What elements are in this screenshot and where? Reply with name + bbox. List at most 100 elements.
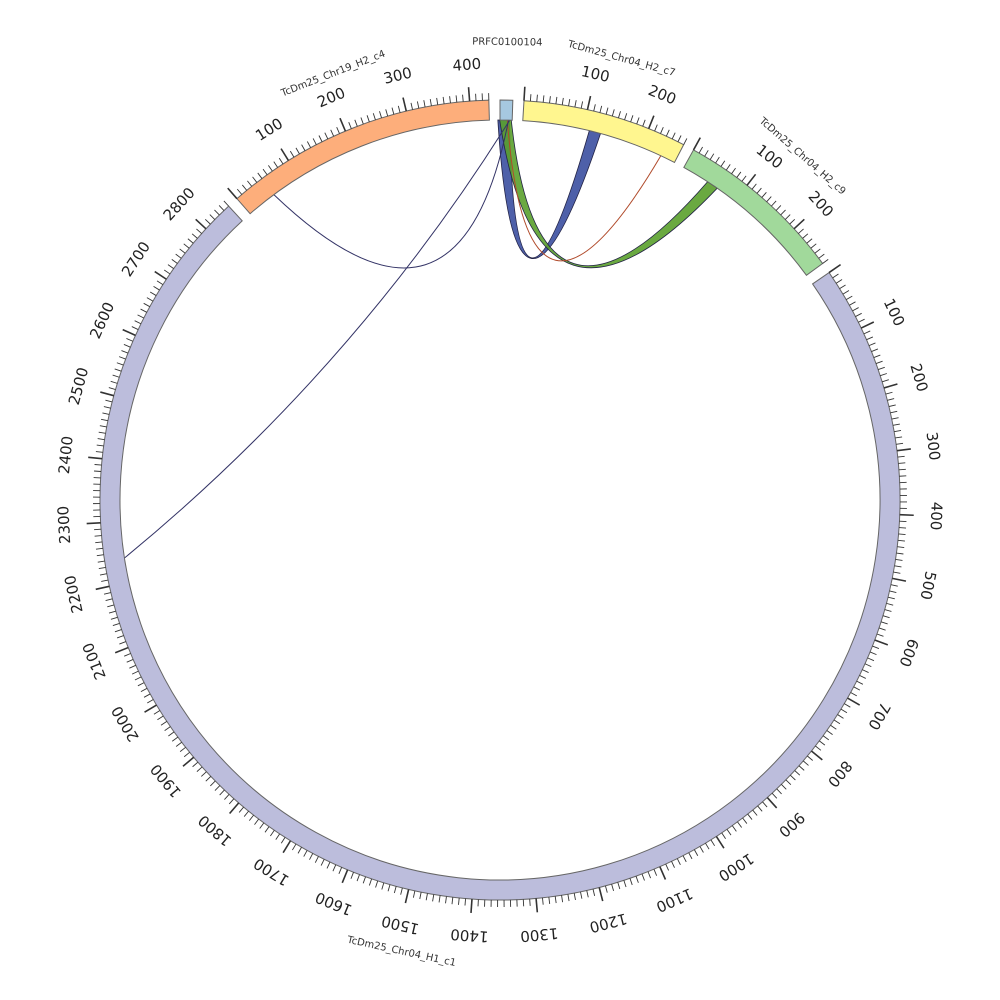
minor-tick bbox=[822, 258, 829, 264]
minor-tick bbox=[617, 882, 621, 890]
minor-tick bbox=[112, 622, 120, 627]
minor-tick bbox=[105, 598, 113, 601]
minor-tick bbox=[871, 348, 879, 352]
minor-tick bbox=[385, 109, 389, 117]
minor-tick bbox=[350, 872, 354, 879]
minor-tick bbox=[757, 805, 763, 812]
major-tick bbox=[100, 391, 115, 397]
minor-tick bbox=[108, 610, 116, 614]
minor-tick bbox=[134, 676, 142, 681]
minor-tick bbox=[107, 604, 115, 608]
minor-tick bbox=[895, 436, 903, 439]
minor-tick bbox=[814, 248, 821, 254]
minor-tick bbox=[641, 873, 645, 881]
minor-tick bbox=[140, 687, 148, 692]
tick-label: 1000 bbox=[715, 849, 757, 885]
minor-tick bbox=[278, 157, 284, 165]
minor-tick bbox=[96, 554, 104, 557]
major-tick bbox=[227, 187, 238, 200]
tick-label: 2100 bbox=[79, 640, 110, 682]
minor-tick bbox=[855, 312, 862, 317]
minor-tick bbox=[451, 897, 454, 905]
tick-label: 1500 bbox=[380, 912, 421, 938]
minor-tick bbox=[849, 301, 856, 306]
minor-tick bbox=[698, 146, 703, 154]
minor-tick bbox=[102, 412, 110, 415]
tick-label: 1700 bbox=[250, 854, 292, 889]
minor-tick bbox=[766, 196, 772, 203]
minor-tick bbox=[818, 253, 825, 259]
minor-tick bbox=[574, 100, 577, 108]
minor-tick bbox=[295, 147, 300, 155]
major-tick bbox=[692, 137, 701, 151]
minor-tick bbox=[375, 880, 379, 888]
minor-tick bbox=[888, 404, 896, 407]
minor-tick bbox=[536, 94, 538, 102]
minor-tick bbox=[192, 761, 199, 768]
minor-tick bbox=[455, 95, 458, 103]
major-tick bbox=[874, 639, 889, 646]
ticks-layer bbox=[86, 86, 914, 914]
minor-tick bbox=[807, 755, 814, 761]
minor-tick bbox=[573, 892, 576, 901]
major-tick bbox=[114, 646, 129, 654]
minor-tick bbox=[99, 573, 107, 576]
minor-tick bbox=[416, 101, 420, 109]
minor-tick bbox=[529, 94, 532, 102]
minor-tick bbox=[204, 218, 211, 225]
minor-tick bbox=[671, 861, 675, 868]
tick-label: 200 bbox=[805, 187, 838, 220]
minor-tick bbox=[108, 387, 116, 390]
minor-tick bbox=[99, 425, 107, 428]
minor-tick bbox=[330, 129, 335, 137]
tick-label: 900 bbox=[775, 808, 808, 841]
minor-tick bbox=[191, 233, 198, 239]
tick-label: 1400 bbox=[450, 925, 489, 946]
minor-tick bbox=[830, 724, 837, 730]
minor-tick bbox=[771, 792, 778, 799]
major-tick bbox=[647, 115, 655, 129]
minor-tick bbox=[665, 129, 670, 137]
minor-tick bbox=[880, 621, 888, 625]
minor-tick bbox=[555, 96, 558, 104]
minor-tick bbox=[858, 318, 865, 323]
segment-PRFC0100104 bbox=[499, 99, 514, 121]
minor-tick bbox=[891, 417, 899, 420]
minor-tick bbox=[890, 410, 898, 414]
minor-tick bbox=[110, 380, 118, 384]
minor-tick bbox=[635, 876, 639, 883]
major-tick bbox=[339, 117, 347, 132]
minor-tick bbox=[254, 818, 260, 825]
minor-tick bbox=[96, 444, 104, 447]
minor-tick bbox=[710, 839, 716, 847]
minor-tick bbox=[123, 653, 131, 657]
minor-tick bbox=[789, 774, 796, 781]
minor-tick bbox=[599, 105, 603, 113]
minor-tick bbox=[889, 590, 897, 593]
major-tick bbox=[586, 95, 592, 110]
minor-tick bbox=[852, 307, 859, 312]
major-tick bbox=[282, 840, 292, 854]
minor-tick bbox=[306, 141, 312, 148]
minor-tick bbox=[116, 635, 124, 639]
link-line bbox=[124, 119, 511, 559]
minor-tick bbox=[798, 228, 804, 234]
minor-tick bbox=[179, 248, 186, 254]
minor-tick bbox=[898, 468, 906, 471]
minor-tick bbox=[567, 894, 570, 902]
minor-tick bbox=[126, 338, 134, 342]
major-tick bbox=[280, 148, 290, 161]
minor-tick bbox=[580, 891, 583, 899]
minor-tick bbox=[94, 535, 102, 537]
minor-tick bbox=[731, 825, 737, 832]
minor-tick bbox=[561, 97, 564, 105]
minor-tick bbox=[97, 438, 105, 441]
minor-tick bbox=[137, 314, 144, 319]
tick-label: 1300 bbox=[520, 924, 560, 945]
minor-tick bbox=[548, 896, 551, 905]
minor-tick bbox=[123, 344, 131, 348]
minor-tick bbox=[561, 895, 564, 903]
minor-tick bbox=[238, 806, 244, 813]
minor-tick bbox=[458, 897, 460, 905]
